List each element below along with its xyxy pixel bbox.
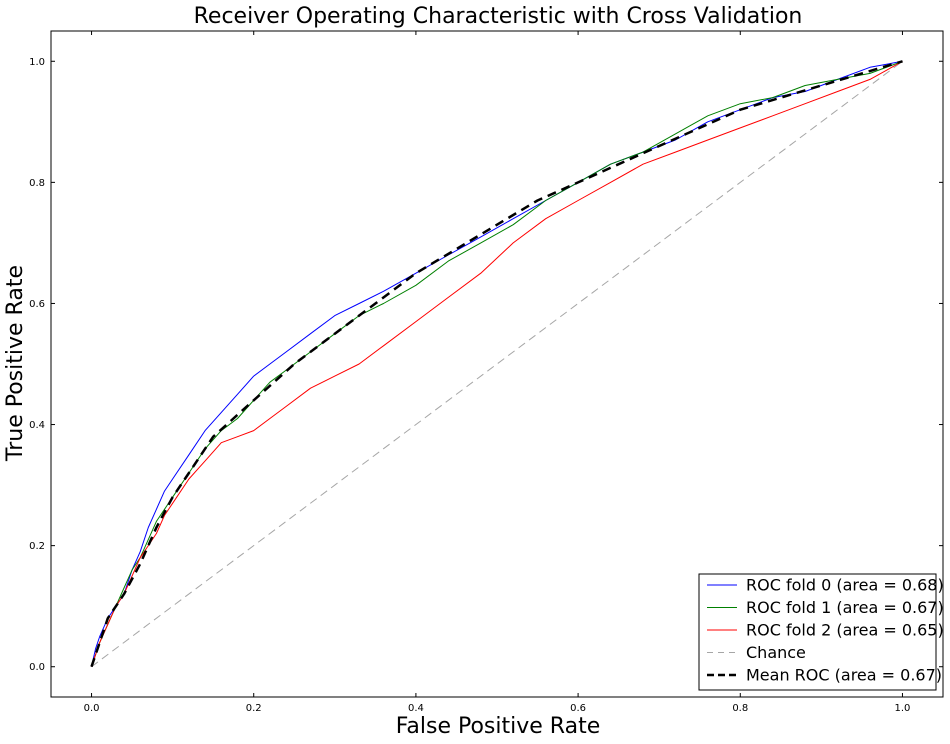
legend-label-3: Chance [746, 643, 806, 662]
y-axis-label: True Positive Rate [3, 265, 28, 462]
y-tick-label: 0.0 [29, 662, 45, 673]
x-tick-label: 0.4 [408, 703, 424, 714]
legend-label-4: Mean ROC (area = 0.67) [746, 666, 942, 685]
x-tick-label: 0.8 [732, 703, 748, 714]
x-axis-label: False Positive Rate [396, 714, 600, 739]
x-tick-label: 1.0 [895, 703, 911, 714]
y-tick-label: 0.4 [29, 420, 45, 431]
series-line-0 [91, 60, 903, 667]
plot-frame [50, 30, 944, 698]
plot-lines [90, 60, 903, 668]
legend-label-0: ROC fold 0 (area = 0.68) [746, 576, 944, 595]
y-tick-label: 0.6 [29, 299, 45, 310]
series-line-4 [90, 60, 903, 668]
series-line-2 [91, 60, 903, 667]
x-tick-label: 0.6 [570, 703, 586, 714]
y-tick-label: 0.8 [29, 178, 45, 189]
y-tick-label: 0.2 [29, 541, 45, 552]
chart-title: Receiver Operating Characteristic with C… [194, 4, 803, 29]
legend-box [698, 573, 937, 691]
legend: ROC fold 0 (area = 0.68) ROC fold 1 (area… [698, 573, 944, 691]
legend-label-1: ROC fold 1 (area = 0.67) [746, 598, 944, 617]
x-tick-label: 0.2 [246, 703, 262, 714]
y-tick-label: 1.0 [29, 57, 45, 68]
y-axis-ticks: 0.0 0.2 0.4 0.6 0.8 1.0 [29, 57, 943, 673]
x-tick-label: 0.0 [84, 703, 100, 714]
legend-label-2: ROC fold 2 (area = 0.65) [746, 621, 944, 640]
x-axis-ticks: 0.0 0.2 0.4 0.6 0.8 1.0 [84, 31, 911, 714]
